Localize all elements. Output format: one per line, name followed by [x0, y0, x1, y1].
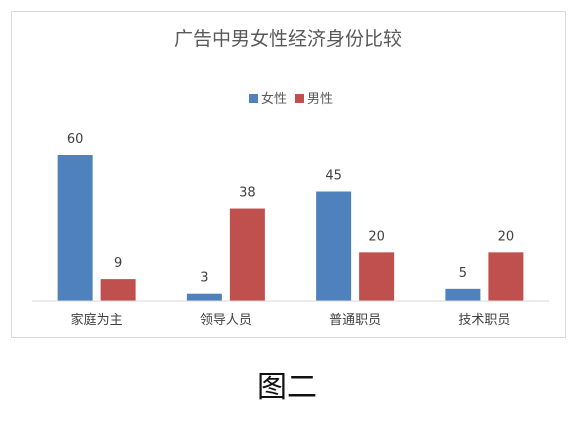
x-tick-label-2: 领导人员	[200, 313, 252, 328]
legend: 女性 男性	[249, 91, 333, 107]
bar-1-1	[57, 155, 93, 301]
x-tick-labels: 家庭为主 领导人员 普通职员 技术职员	[71, 312, 511, 328]
data-label-4-1: 5	[459, 266, 467, 281]
bar-4-2	[488, 252, 524, 301]
data-label-2-2: 38	[239, 186, 256, 201]
x-tick-label-3: 普通职员	[329, 313, 381, 328]
bar-2-2	[229, 208, 265, 301]
legend-label-1: 女性	[261, 91, 287, 107]
data-label-1-1: 60	[67, 132, 84, 147]
legend-swatch-2	[295, 94, 304, 103]
bars-group: 60 9 3 38 45 20 5 20	[57, 132, 524, 301]
data-label-4-2: 20	[498, 229, 515, 244]
chart-frame: 广告中男女性经济身份比较 女性 男性 60 9 3 38 45 20 5 20 家庭为主 领导人员…	[11, 11, 566, 338]
bar-2-1	[186, 293, 222, 301]
bar-1-2	[100, 279, 136, 301]
legend-label-2: 男性	[307, 92, 333, 107]
bar-chart: 广告中男女性经济身份比较 女性 男性 60 9 3 38 45 20 5 20 家庭为主 领导人员…	[32, 28, 549, 328]
x-tick-label-1: 家庭为主	[71, 312, 123, 328]
data-label-3-2: 20	[368, 229, 385, 244]
legend-swatch-1	[249, 94, 258, 103]
chart-title: 广告中男女性经济身份比较	[174, 28, 402, 50]
data-label-2-1: 3	[200, 271, 208, 286]
x-tick-label-4: 技术职员	[458, 313, 510, 328]
bar-3-1	[316, 191, 352, 301]
bar-4-1	[445, 288, 481, 301]
figure-caption: 图二	[257, 370, 317, 405]
data-label-1-2: 9	[114, 256, 122, 271]
bar-3-2	[359, 252, 395, 301]
data-label-3-1: 45	[325, 169, 342, 184]
